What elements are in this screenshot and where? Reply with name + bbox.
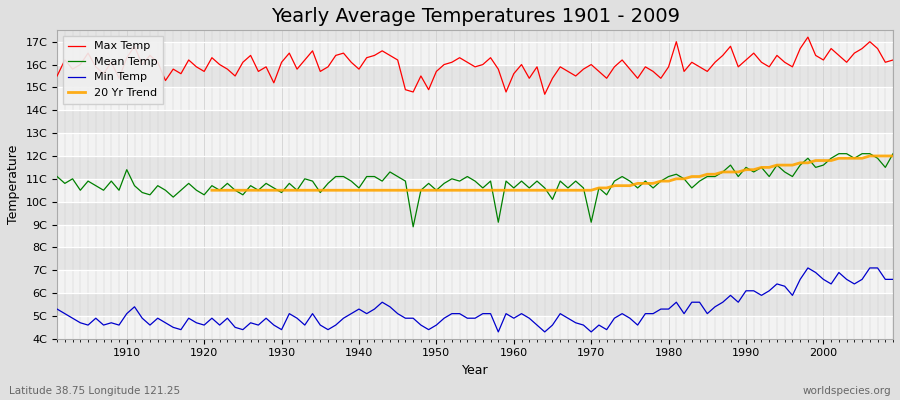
Bar: [57, 110, 893, 133]
Max Temp: [887, 58, 898, 62]
Line: Min Temp: Min Temp: [57, 268, 893, 332]
Bar: [57, 202, 893, 224]
Max Temp: [508, 71, 519, 76]
Mean Temp: [508, 186, 519, 190]
Max Temp: [113, 76, 124, 81]
20 Yr Trend: [554, 188, 565, 193]
Bar: [57, 156, 893, 179]
20 Yr Trend: [810, 158, 821, 163]
X-axis label: Year: Year: [462, 364, 489, 377]
20 Yr Trend: [206, 188, 217, 193]
Min Temp: [51, 307, 62, 312]
Min Temp: [609, 316, 620, 321]
Max Temp: [539, 92, 550, 97]
Bar: [57, 247, 893, 270]
Min Temp: [887, 277, 898, 282]
Bar: [57, 179, 893, 202]
Mean Temp: [408, 224, 418, 229]
20 Yr Trend: [276, 188, 287, 193]
Mean Temp: [330, 174, 341, 179]
Min Temp: [508, 316, 519, 321]
20 Yr Trend: [470, 188, 481, 193]
Min Temp: [516, 311, 526, 316]
Bar: [57, 316, 893, 339]
Bar: [57, 224, 893, 247]
Bar: [57, 133, 893, 156]
Title: Yearly Average Temperatures 1901 - 2009: Yearly Average Temperatures 1901 - 2009: [271, 7, 680, 26]
Mean Temp: [284, 181, 294, 186]
Min Temp: [284, 311, 294, 316]
20 Yr Trend: [887, 154, 898, 158]
Legend: Max Temp, Mean Temp, Min Temp, 20 Yr Trend: Max Temp, Mean Temp, Min Temp, 20 Yr Tre…: [63, 36, 163, 104]
Mean Temp: [113, 188, 124, 193]
20 Yr Trend: [346, 188, 356, 193]
Min Temp: [330, 323, 341, 328]
Min Temp: [113, 323, 124, 328]
Line: Max Temp: Max Temp: [57, 37, 893, 94]
Bar: [57, 88, 893, 110]
Line: 20 Yr Trend: 20 Yr Trend: [212, 156, 893, 190]
Mean Temp: [609, 179, 620, 184]
Bar: [57, 270, 893, 293]
Bar: [57, 293, 893, 316]
Text: worldspecies.org: worldspecies.org: [803, 386, 891, 396]
Max Temp: [51, 74, 62, 78]
Bar: [57, 19, 893, 42]
Mean Temp: [516, 179, 526, 184]
20 Yr Trend: [864, 154, 875, 158]
Bar: [57, 42, 893, 64]
Min Temp: [803, 266, 814, 270]
Mean Temp: [887, 151, 898, 156]
Y-axis label: Temperature: Temperature: [7, 145, 20, 224]
Mean Temp: [833, 151, 844, 156]
Max Temp: [500, 90, 511, 94]
Bar: [57, 64, 893, 88]
Text: Latitude 38.75 Longitude 121.25: Latitude 38.75 Longitude 121.25: [9, 386, 180, 396]
Max Temp: [284, 51, 294, 56]
20 Yr Trend: [292, 188, 302, 193]
Max Temp: [330, 53, 341, 58]
Max Temp: [803, 35, 814, 40]
Line: Mean Temp: Mean Temp: [57, 154, 893, 227]
Max Temp: [609, 64, 620, 69]
Mean Temp: [51, 174, 62, 179]
Min Temp: [493, 330, 504, 334]
